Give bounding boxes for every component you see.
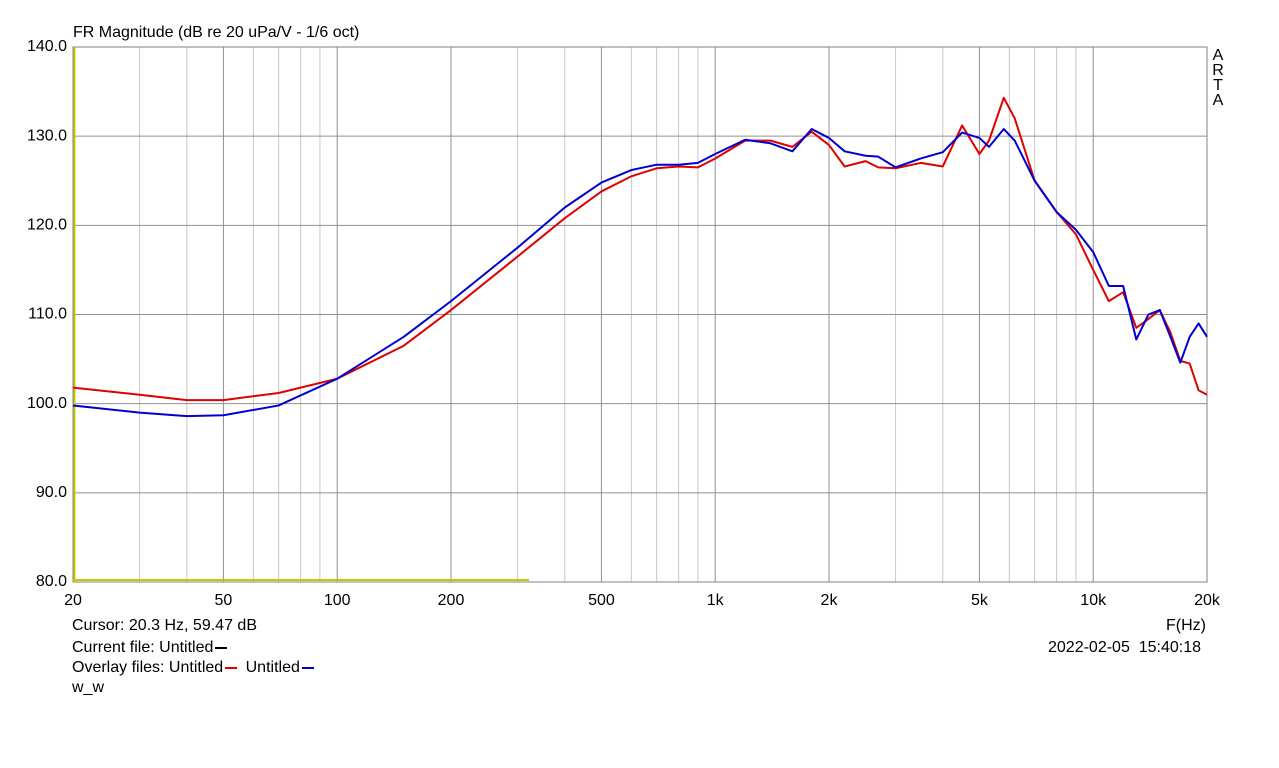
x-tick-label: 2k [821, 592, 839, 609]
x-tick-label: 20 [64, 592, 82, 609]
y-tick-label: 120.0 [27, 217, 67, 234]
y-tick-label: 100.0 [27, 395, 67, 412]
current-file: Current file: Untitled [72, 638, 231, 658]
x-tick-label: 5k [971, 592, 989, 609]
note: w_w [72, 679, 105, 696]
y-tick-label: 140.0 [27, 38, 67, 55]
overlay-label: Overlay files: [72, 659, 165, 676]
legend-swatch [225, 666, 238, 669]
timestamp: 2022-02-05 15:40:18 [1048, 639, 1202, 656]
watermark: ARTA [1212, 47, 1224, 109]
plot-frame [72, 46, 1208, 583]
x-axis-label: F(Hz) [1166, 617, 1206, 634]
y-tick-label: 110.0 [28, 306, 67, 323]
legend-entry: Untitled [245, 659, 300, 676]
x-tick-label: 200 [438, 592, 465, 609]
x-tick-label: 20k [1194, 592, 1221, 609]
current-file-label: Current file: [72, 639, 155, 656]
y-tick-label: 90.0 [36, 484, 67, 501]
x-tick-label: 1k [707, 592, 725, 609]
x-tick-label: 10k [1080, 592, 1107, 609]
current-file-name: Untitled [159, 639, 214, 656]
legend-entry: Untitled [168, 659, 224, 676]
overlay-files: Overlay files: Untitled Untitled [72, 658, 318, 678]
legend-swatch [301, 666, 314, 669]
x-tick-label: 50 [215, 592, 233, 609]
legend-swatch [215, 646, 228, 649]
data-line [72, 96, 1208, 402]
cursor-readout: Cursor: 20.3 Hz, 59.47 dB [72, 617, 257, 634]
data-line [72, 128, 1208, 418]
y-tick-label: 80.0 [36, 573, 67, 590]
chart-title: FR Magnitude (dB re 20 uPa/V - 1/6 oct) [73, 24, 359, 41]
x-tick-label: 100 [324, 592, 351, 609]
x-tick-label: 500 [588, 592, 615, 609]
y-tick-label: 130.0 [27, 127, 67, 144]
